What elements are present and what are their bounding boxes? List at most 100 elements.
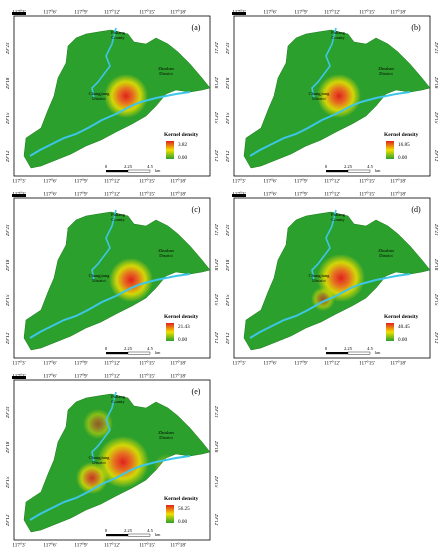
river [249, 91, 411, 157]
lon-label-top: 117°18' [170, 373, 186, 380]
lon-label-bottom: 117°18' [170, 542, 186, 549]
county-name: Fuliang [111, 212, 126, 217]
lon-label-top: 117°9' [74, 373, 87, 380]
river [91, 391, 117, 463]
lat-label-left: 29°12' [6, 332, 11, 345]
scale-bar [347, 169, 371, 173]
river [249, 273, 411, 339]
hotspot [104, 74, 148, 118]
lon-label-bottom: 117°6' [43, 542, 56, 549]
lat-label-right: 29°18' [433, 77, 438, 90]
river [29, 455, 191, 521]
lon-label-top: 117°18' [170, 9, 186, 16]
scale-label: 0 [325, 346, 328, 351]
scale-bar [127, 533, 151, 537]
corner-bar [12, 376, 26, 379]
lon-label-bottom: 117°9' [294, 360, 307, 367]
lon-label-bottom: 117°18' [390, 360, 406, 367]
lon-label-top: 117°12' [104, 191, 120, 198]
lat-label-left: 29°15' [6, 476, 11, 489]
scale-label: 2.25 [344, 346, 353, 351]
river [91, 27, 117, 99]
lon-label-top: 117°9' [74, 191, 87, 198]
scale-unit: km [155, 168, 161, 173]
scale-unit: km [375, 350, 381, 355]
scale-unit: km [375, 168, 381, 173]
scale-label: 0 [325, 164, 328, 169]
lon-label-top: 117°3' [12, 9, 25, 16]
lon-label-top: 117°6' [263, 9, 276, 16]
map-panel-d: 117°3' 117°3' 117°6' 117°6' 117°9' 117°9' 117°… [226, 190, 438, 367]
legend-max: 3.82 [178, 142, 187, 148]
legend-min: 0.00 [398, 155, 407, 161]
lat-label-left: 29°21' [226, 224, 231, 237]
lon-label-bottom: 117°15' [139, 178, 155, 185]
lon-label-bottom: 117°12' [324, 360, 340, 367]
map-svg: 117°3' 117°3' 117°6' 117°6' 117°9' 117°9' 117°… [226, 191, 438, 367]
lat-label-right: 29°18' [433, 259, 438, 272]
panel-label: (d) [411, 205, 421, 214]
legend-ramp [166, 141, 174, 159]
lon-label-bottom: 117°15' [139, 542, 155, 549]
scale-label: 2.25 [344, 164, 353, 169]
district-name: Changjiang [309, 273, 330, 278]
map-panel-a: 117°3' 117°3' 117°6' 117°6' 117°9' 117°9' 117°… [6, 8, 218, 185]
river [311, 209, 337, 281]
scale-unit: km [155, 532, 161, 537]
lat-label-right: 29°21' [213, 42, 218, 55]
legend-title: Kernel density [164, 132, 199, 138]
lat-label-left: 29°18' [226, 77, 231, 90]
district-name: Changjiang [89, 91, 110, 96]
legend-min: 0.00 [178, 519, 187, 525]
legend-max: 21.43 [178, 324, 190, 330]
lon-label-top: 117°18' [170, 191, 186, 198]
lat-label-left: 29°21' [6, 406, 11, 419]
lon-label-top: 117°3' [12, 191, 25, 198]
lat-label-left: 29°12' [226, 150, 231, 163]
district-name: District [379, 71, 393, 76]
corner-bar [12, 194, 26, 197]
lon-label-bottom: 117°12' [324, 178, 340, 185]
district-name: Zhushan [158, 248, 174, 253]
lon-label-top: 117°15' [359, 191, 375, 198]
scale-bar [127, 169, 151, 173]
map-panel-e: 117°3' 117°3' 117°6' 117°6' 117°9' 117°9' 117°… [6, 372, 218, 549]
lat-label-right: 29°15' [213, 112, 218, 125]
corner-bar [232, 194, 246, 197]
scale-bar [347, 351, 371, 355]
legend-title: Kernel density [164, 496, 199, 502]
scale-label: 0 [105, 164, 108, 169]
legend-max: 16.85 [398, 142, 410, 148]
lat-label-right: 29°18' [213, 259, 218, 272]
lon-label-top: 117°15' [359, 9, 375, 16]
map-svg: 117°3' 117°3' 117°6' 117°6' 117°9' 117°9' 117°… [6, 9, 218, 185]
lon-label-bottom: 117°15' [359, 360, 375, 367]
legend-ramp [386, 323, 394, 341]
panel-label: (e) [192, 387, 201, 396]
district-name: Changjiang [89, 455, 110, 460]
lat-label-right: 29°18' [213, 77, 218, 90]
hotspot [97, 436, 149, 488]
river [91, 209, 117, 281]
lon-label-bottom: 117°15' [139, 360, 155, 367]
lon-label-top: 117°9' [294, 191, 307, 198]
lat-label-right: 29°12' [433, 150, 438, 163]
scale-label: 4.5 [147, 528, 153, 533]
lat-label-left: 29°21' [6, 224, 11, 237]
scale-bar [106, 534, 128, 537]
lat-label-right: 29°21' [433, 224, 438, 237]
lat-label-right: 29°12' [433, 332, 438, 345]
lat-label-right: 29°21' [213, 406, 218, 419]
river [29, 273, 191, 339]
lat-label-right: 29°12' [213, 514, 218, 527]
district-name: Zhushan [158, 430, 174, 435]
lat-label-left: 29°18' [6, 441, 11, 454]
scale-label: 4.5 [367, 164, 373, 169]
lat-label-left: 29°15' [6, 294, 11, 307]
legend-ramp [166, 323, 174, 341]
legend-min: 0.00 [178, 337, 187, 343]
county-name: County [331, 35, 345, 40]
river [29, 91, 191, 157]
scale-label: 2.25 [124, 164, 133, 169]
corner-bar [12, 12, 26, 15]
